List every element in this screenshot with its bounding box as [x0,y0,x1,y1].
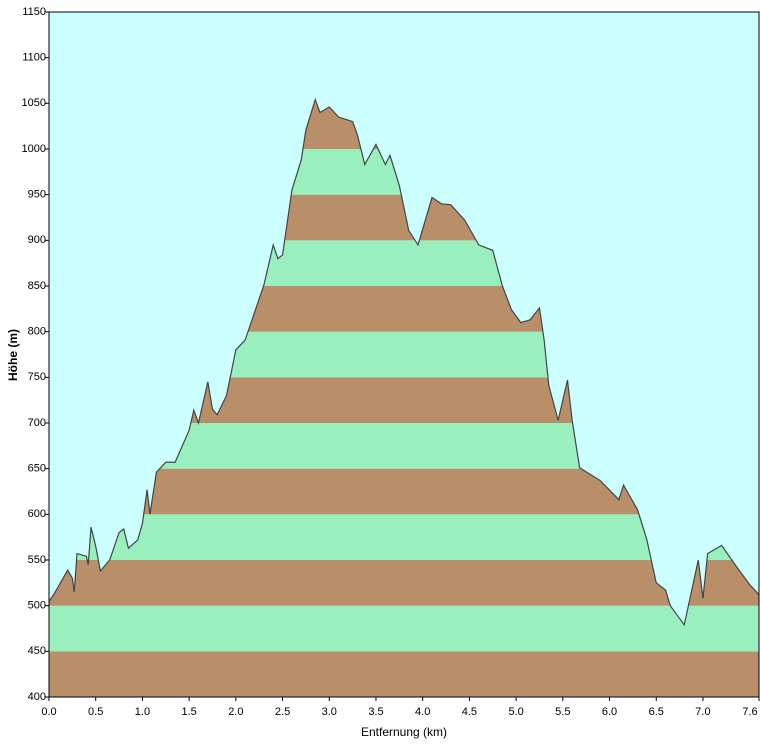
elevation-band [49,514,759,560]
y-tick-label: 700 [28,417,46,429]
y-tick-label: 550 [28,554,46,566]
y-tick-label: 500 [28,600,46,612]
y-tick-label: 450 [28,645,46,657]
elevation-band [49,605,759,652]
elevation-line [48,97,760,627]
x-axis-label: Entfernung (km) [361,725,447,739]
x-tick-label: 4.5 [462,706,477,718]
y-axis-label: Höhe (m) [6,329,20,381]
x-tick-label: 6.0 [602,706,617,718]
x-tick-label: 2.0 [228,706,243,718]
x-tick-label: 1.5 [181,706,196,718]
elevation-band [49,651,759,697]
y-tick-label: 1100 [22,52,46,64]
y-tick-label: 750 [28,371,46,383]
x-tick-label: 1.0 [135,706,150,718]
x-tick-label: 6.5 [649,706,664,718]
y-tick-label: 650 [28,463,46,475]
y-tick-label: 600 [28,508,46,520]
x-tick-label: 7.0 [695,706,710,718]
y-tick-label: 1050 [22,97,46,109]
x-tick-label: 3.5 [368,706,383,718]
y-tick-label: 900 [28,234,46,246]
x-tick-label: 0.0 [41,706,56,718]
y-tick-label: 850 [28,280,46,292]
x-tick-label: 7.6 [742,706,757,718]
y-tick-label: 800 [28,326,46,338]
elevation-band [49,560,759,606]
x-tick-label: 3.0 [322,706,337,718]
y-tick-label: 1000 [22,143,46,155]
x-tick-label: 4.0 [415,706,430,718]
x-tick-label: 5.0 [508,706,523,718]
y-tick-label: 950 [28,189,46,201]
y-tick-label: 400 [28,691,46,703]
y-tick-label: 1150 [22,6,46,18]
x-tick-label: 5.5 [555,706,570,718]
plot-frame [48,11,760,698]
x-tick-label: 2.5 [275,706,290,718]
x-tick-label: 0.5 [88,706,103,718]
